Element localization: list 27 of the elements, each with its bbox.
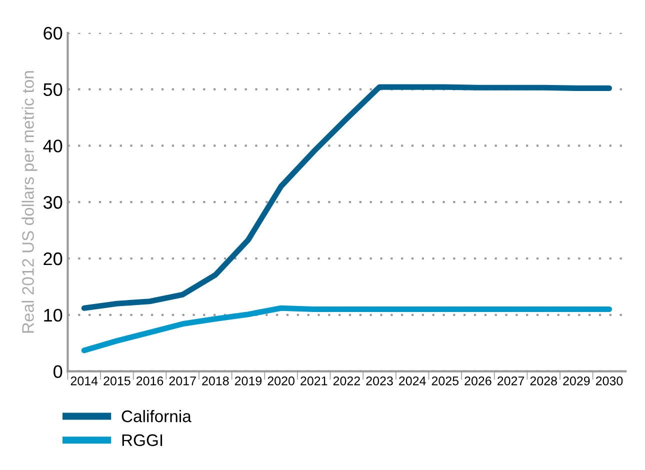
x-tick-label: 2028 — [530, 376, 557, 386]
x-tick-label: 2017 — [169, 376, 196, 386]
y-tick-label: 30 — [43, 196, 62, 209]
x-tick-label: 2015 — [104, 376, 130, 386]
legend-label: RGGI — [122, 434, 162, 446]
y-tick-label: 10 — [44, 308, 62, 322]
x-tick-label: 2021 — [300, 376, 328, 386]
y-tick-label: 50 — [44, 83, 62, 96]
x-tick-label: 2014 — [70, 376, 98, 386]
x-tick-label: 2029 — [563, 376, 590, 386]
x-tick-label: 2025 — [432, 376, 459, 386]
x-tick-label: 2027 — [498, 376, 524, 386]
x-tick-label: 2026 — [464, 376, 492, 386]
y-tick-label: 60 — [44, 26, 62, 40]
x-tick-label: 2022 — [333, 376, 360, 386]
x-tick-label: 2023 — [366, 376, 393, 386]
legend-label: California — [122, 410, 192, 422]
x-tick-label: 2016 — [136, 376, 164, 386]
y-tick-label: 40 — [43, 140, 62, 152]
x-tick-label: 2018 — [202, 376, 229, 386]
x-tick-label: 2024 — [399, 376, 426, 386]
x-tick-label: 2030 — [596, 376, 623, 386]
y-tick-label: 20 — [44, 252, 62, 266]
x-tick-label: 2020 — [268, 376, 294, 386]
y-tick-label: 0 — [54, 365, 62, 378]
x-tick-label: 2019 — [234, 376, 262, 386]
y-axis-title: Real 2012 US dollars per metric ton — [22, 71, 38, 333]
